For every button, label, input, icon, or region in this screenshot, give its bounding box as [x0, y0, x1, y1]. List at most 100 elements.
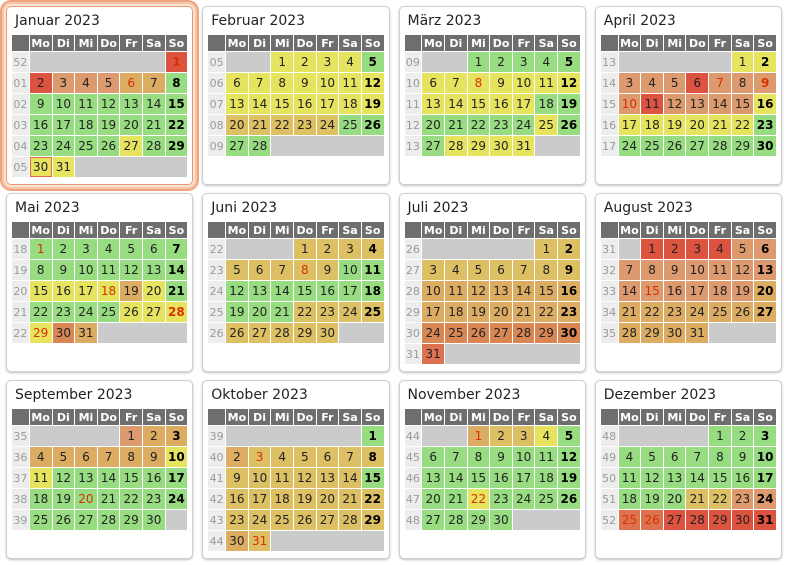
- day-cell[interactable]: 25: [445, 323, 467, 343]
- day-cell[interactable]: 6: [248, 260, 271, 280]
- day-cell[interactable]: 22: [535, 302, 558, 322]
- day-cell[interactable]: 25: [97, 302, 120, 322]
- day-cell[interactable]: 20: [490, 302, 512, 322]
- day-cell[interactable]: 23: [142, 489, 165, 509]
- day-cell[interactable]: 13: [422, 468, 445, 488]
- day-cell[interactable]: 28: [686, 510, 709, 530]
- day-cell[interactable]: 6: [75, 447, 97, 467]
- day-cell[interactable]: 10: [52, 94, 75, 114]
- day-cell[interactable]: 26: [97, 136, 120, 156]
- day-cell[interactable]: 20: [75, 489, 97, 509]
- day-cell[interactable]: 23: [29, 136, 52, 156]
- day-cell[interactable]: 30: [226, 531, 248, 551]
- day-cell[interactable]: 12: [558, 447, 580, 467]
- day-cell[interactable]: 14: [97, 468, 120, 488]
- day-cell[interactable]: 13: [142, 260, 165, 280]
- day-cell[interactable]: 22: [120, 489, 142, 509]
- day-cell[interactable]: 16: [558, 281, 580, 301]
- day-cell[interactable]: 28: [512, 323, 535, 343]
- day-cell[interactable]: 23: [490, 489, 512, 509]
- day-cell[interactable]: 27: [316, 510, 339, 530]
- day-cell[interactable]: 1: [361, 426, 384, 446]
- day-cell[interactable]: 19: [52, 489, 75, 509]
- day-cell[interactable]: 8: [120, 447, 142, 467]
- day-cell[interactable]: 26: [361, 115, 384, 135]
- day-cell[interactable]: 25: [361, 302, 384, 322]
- day-cell[interactable]: 20: [248, 302, 271, 322]
- day-cell[interactable]: 3: [512, 52, 535, 72]
- day-cell[interactable]: 28: [339, 510, 361, 530]
- day-cell[interactable]: 9: [293, 73, 316, 93]
- day-cell[interactable]: 19: [293, 489, 316, 509]
- day-cell[interactable]: 13: [75, 468, 97, 488]
- day-cell[interactable]: 9: [316, 260, 339, 280]
- day-cell[interactable]: 18: [361, 281, 384, 301]
- day-cell[interactable]: 29: [731, 136, 754, 156]
- day-cell[interactable]: 11: [618, 468, 641, 488]
- day-cell[interactable]: 19: [226, 302, 248, 322]
- day-cell[interactable]: 10: [339, 260, 361, 280]
- day-cell[interactable]: 31: [686, 323, 709, 343]
- day-cell[interactable]: 13: [663, 468, 686, 488]
- day-cell[interactable]: 14: [686, 468, 709, 488]
- day-cell[interactable]: 14: [142, 94, 165, 114]
- day-cell[interactable]: 19: [120, 281, 142, 301]
- day-cell[interactable]: 11: [535, 73, 558, 93]
- day-cell[interactable]: 12: [558, 73, 580, 93]
- day-cell[interactable]: 8: [467, 73, 490, 93]
- day-cell[interactable]: 1: [535, 239, 558, 259]
- day-cell[interactable]: 22: [731, 115, 754, 135]
- day-cell[interactable]: 30: [731, 510, 754, 530]
- day-cell[interactable]: 7: [618, 260, 641, 280]
- day-cell[interactable]: 12: [97, 94, 120, 114]
- day-cell[interactable]: 2: [293, 52, 316, 72]
- day-cell[interactable]: 4: [641, 73, 663, 93]
- day-cell[interactable]: 30: [316, 323, 339, 343]
- day-cell[interactable]: 20: [142, 281, 165, 301]
- day-cell[interactable]: 30: [52, 323, 75, 343]
- day-cell[interactable]: 1: [467, 426, 490, 446]
- day-cell[interactable]: 17: [512, 468, 535, 488]
- day-cell[interactable]: 3: [339, 239, 361, 259]
- day-cell[interactable]: 29: [29, 323, 52, 343]
- day-cell[interactable]: 15: [271, 94, 293, 114]
- day-cell[interactable]: 18: [29, 489, 52, 509]
- day-cell[interactable]: 5: [293, 447, 316, 467]
- day-cell[interactable]: 26: [293, 510, 316, 530]
- day-cell[interactable]: 6: [422, 73, 445, 93]
- day-cell[interactable]: 21: [339, 489, 361, 509]
- day-cell[interactable]: 29: [709, 510, 731, 530]
- day-cell[interactable]: 26: [731, 302, 754, 322]
- day-cell[interactable]: 24: [512, 489, 535, 509]
- day-cell[interactable]: 14: [709, 94, 731, 114]
- day-cell[interactable]: 25: [339, 115, 361, 135]
- day-cell[interactable]: 7: [339, 447, 361, 467]
- day-cell[interactable]: 10: [165, 447, 188, 467]
- day-cell[interactable]: 25: [641, 136, 663, 156]
- day-cell[interactable]: 20: [422, 489, 445, 509]
- day-cell[interactable]: 10: [512, 447, 535, 467]
- day-cell[interactable]: 19: [361, 94, 384, 114]
- day-cell[interactable]: 31: [422, 344, 445, 364]
- day-cell[interactable]: 2: [754, 52, 776, 72]
- day-cell[interactable]: 21: [445, 489, 467, 509]
- day-cell[interactable]: 25: [618, 510, 641, 530]
- day-cell[interactable]: 4: [97, 239, 120, 259]
- day-cell[interactable]: 24: [316, 115, 339, 135]
- day-cell[interactable]: 11: [641, 94, 663, 114]
- day-cell[interactable]: 16: [490, 468, 512, 488]
- day-cell[interactable]: 23: [754, 115, 776, 135]
- day-cell[interactable]: 30: [754, 136, 776, 156]
- day-cell[interactable]: 6: [686, 73, 709, 93]
- day-cell[interactable]: 27: [490, 323, 512, 343]
- day-cell[interactable]: 3: [75, 239, 97, 259]
- day-cell[interactable]: 6: [142, 239, 165, 259]
- day-cell[interactable]: 3: [165, 426, 188, 446]
- day-cell[interactable]: 9: [142, 447, 165, 467]
- day-cell[interactable]: 17: [52, 115, 75, 135]
- day-cell[interactable]: 13: [226, 94, 248, 114]
- day-cell[interactable]: 20: [754, 281, 776, 301]
- day-cell[interactable]: 13: [248, 281, 271, 301]
- day-cell[interactable]: 21: [271, 302, 293, 322]
- day-cell[interactable]: 8: [165, 73, 188, 93]
